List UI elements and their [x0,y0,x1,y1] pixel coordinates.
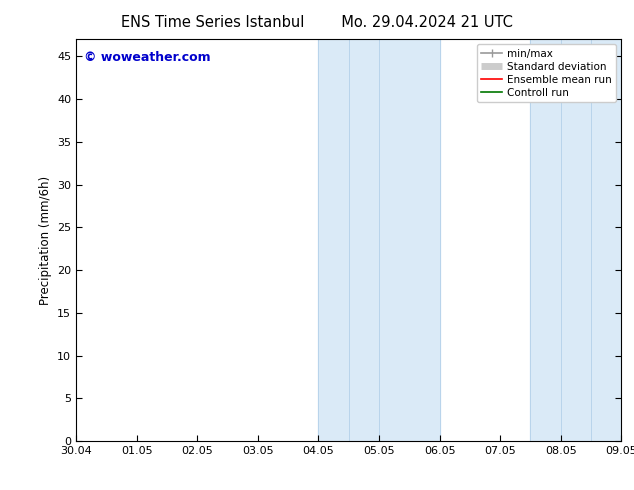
Text: ENS Time Series Istanbul        Mo. 29.04.2024 21 UTC: ENS Time Series Istanbul Mo. 29.04.2024 … [121,15,513,30]
Bar [591,39,621,441]
Bar [349,39,379,441]
Legend: min/max, Standard deviation, Ensemble mean run, Controll run: min/max, Standard deviation, Ensemble me… [477,45,616,102]
Bar [560,39,591,441]
Bar [318,39,349,441]
Bar [379,39,439,441]
Y-axis label: Precipitation (mm/6h): Precipitation (mm/6h) [39,175,51,305]
Text: © woweather.com: © woweather.com [84,51,211,64]
Bar [531,39,560,441]
